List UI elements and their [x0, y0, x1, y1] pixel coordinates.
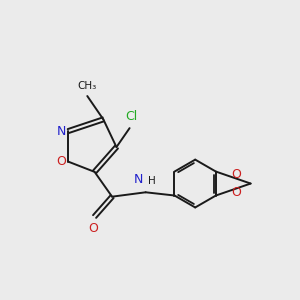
Text: CH₃: CH₃	[78, 81, 97, 91]
Text: O: O	[88, 222, 98, 235]
Text: H: H	[148, 176, 155, 186]
Text: O: O	[56, 155, 66, 168]
Text: Cl: Cl	[125, 110, 137, 123]
Text: N: N	[56, 124, 66, 137]
Text: O: O	[231, 186, 241, 199]
Text: O: O	[231, 168, 241, 182]
Text: N: N	[134, 173, 144, 186]
